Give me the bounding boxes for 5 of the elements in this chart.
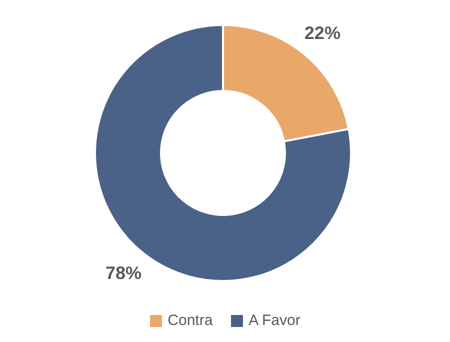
legend-label: Contra bbox=[166, 312, 213, 329]
data-label: 78% bbox=[106, 263, 142, 284]
legend-label: A Favor bbox=[248, 312, 300, 329]
data-label: 22% bbox=[304, 22, 340, 43]
donut-slice bbox=[94, 24, 352, 282]
